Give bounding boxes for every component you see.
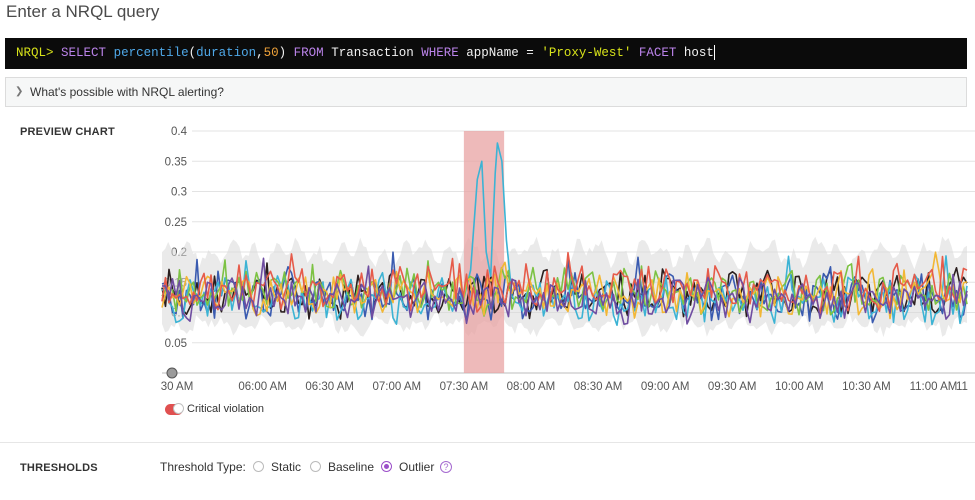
x-tick-label: 07:30 AM (440, 381, 489, 393)
fn-num: 50 (263, 46, 279, 60)
radio-outlier[interactable] (381, 461, 392, 472)
radio-baseline[interactable] (310, 461, 321, 472)
option-baseline-label[interactable]: Baseline (328, 460, 375, 474)
x-tick-label: 09:00 AM (641, 381, 690, 393)
x-tick-label: 09:30 AM (708, 381, 757, 393)
nrql-query-input[interactable]: NRQL> SELECT percentile(duration,50) FRO… (5, 38, 967, 69)
kw-select: SELECT (61, 46, 107, 60)
paren-open: ( (188, 46, 197, 60)
toggle-knob (173, 403, 184, 414)
series-line (161, 257, 968, 325)
critical-violation-label: Critical violation (187, 403, 265, 415)
series-line (161, 251, 968, 315)
fn-arg: duration (196, 46, 257, 60)
x-tick-label: 07:00 AM (372, 381, 421, 393)
series-line (161, 259, 968, 317)
text-cursor (713, 45, 715, 61)
kw-facet: FACET (638, 46, 677, 60)
x-tick-label: 08:00 AM (507, 381, 556, 393)
comma: , (256, 46, 264, 60)
fn-name: percentile (113, 46, 189, 60)
paren-close: ) (278, 46, 287, 60)
x-tick-label: 30 AM (161, 381, 194, 393)
section-divider (0, 442, 975, 443)
y-tick-label: 0.05 (165, 338, 187, 350)
page-title: Enter a NRQL query (6, 2, 160, 21)
y-tick-label: 0.4 (171, 126, 188, 138)
x-tick-label: 08:30 AM (574, 381, 623, 393)
violation-window (463, 131, 505, 373)
y-tick-label: 0.3 (171, 187, 187, 199)
table-name: Transaction (331, 46, 414, 60)
thresholds-label: THRESHOLDS (20, 462, 98, 474)
x-tick-label: 10:00 AM (775, 381, 824, 393)
x-tick-label: 06:00 AM (238, 381, 287, 393)
option-static-label[interactable]: Static (271, 460, 302, 474)
threshold-type-label: Threshold Type: (160, 460, 246, 474)
nrql-help-expander[interactable]: ❯ What's possible with NRQL alerting? (5, 77, 967, 107)
y-tick-label: 0.25 (165, 217, 187, 229)
where-field: appName (466, 46, 519, 60)
x-tick-label: 10:30 AM (842, 381, 891, 393)
help-icon[interactable]: ? (440, 461, 452, 473)
x-tick-label: 06:30 AM (305, 381, 354, 393)
kw-where: WHERE (421, 46, 459, 60)
where-eq: = (526, 46, 534, 60)
x-tick-label: 11 (956, 381, 968, 393)
radio-static[interactable] (253, 461, 264, 472)
option-outlier-label[interactable]: Outlier (399, 460, 435, 474)
nrql-help-label: What's possible with NRQL alerting? (30, 85, 224, 99)
origin-marker-icon (166, 367, 178, 379)
facet-field: host (683, 46, 714, 60)
nrql-prompt: NRQL> (16, 46, 54, 60)
chevron-right-icon: ❯ (15, 86, 24, 97)
x-tick-label: 11:00 AM (910, 381, 958, 393)
preview-chart-label: PREVIEW CHART (20, 126, 115, 138)
kw-from: FROM (293, 46, 324, 60)
where-value: 'Proxy-West' (541, 46, 632, 60)
y-tick-label: 0.35 (165, 156, 187, 168)
